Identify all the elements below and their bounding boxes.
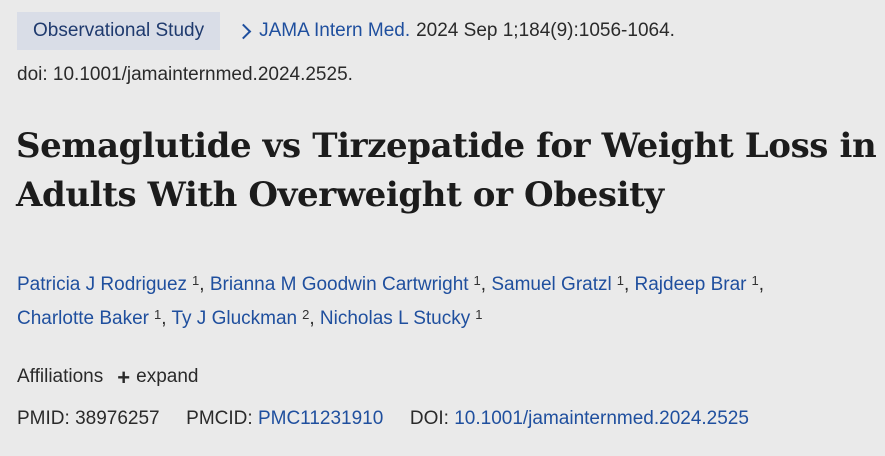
author-separator: ,	[623, 274, 635, 295]
identifiers-row: PMID: 38976257 PMCID: PMC11231910 DOI: 1…	[17, 408, 749, 430]
affiliation-number[interactable]: 2	[302, 307, 310, 322]
pmcid-label: PMCID:	[186, 408, 253, 429]
doi-label: DOI:	[409, 408, 449, 429]
pmid-value: 38976257	[75, 408, 160, 429]
pmcid-link[interactable]: PMC11231910	[257, 408, 384, 429]
page-title: Semaglutide vs Tirzepatide for Weight Lo…	[16, 126, 877, 215]
author-link[interactable]: Nicholas L Stucky	[319, 308, 471, 329]
author-separator: ,	[199, 274, 210, 295]
author-item: Samuel Gratzl 1	[491, 273, 624, 295]
author-item: Nicholas L Stucky 1	[319, 307, 483, 329]
author-link[interactable]: Brianna M Goodwin Cartwright	[209, 274, 469, 295]
affiliation-number[interactable]: 1	[751, 273, 759, 288]
chevron-right-icon	[235, 23, 252, 39]
affiliation-number[interactable]: 1	[616, 273, 624, 288]
author-item: Rajdeep Brar 1	[634, 273, 759, 295]
affiliations-expand-button[interactable]: expand	[136, 366, 199, 387]
affiliation-number[interactable]: 1	[192, 273, 200, 288]
affiliation-number[interactable]: 1	[473, 273, 481, 288]
author-separator: ,	[161, 308, 172, 329]
citation-text: 2024 Sep 1;184(9):1056-1064.	[416, 20, 675, 41]
author-link[interactable]: Ty J Gluckman	[171, 308, 298, 329]
doi-link[interactable]: 10.1001/jamainternmed.2024.2525	[454, 408, 749, 429]
author-separator: ,	[758, 274, 764, 295]
article-type-badge[interactable]: Observational Study	[17, 12, 221, 50]
author-link[interactable]: Samuel Gratzl	[491, 274, 612, 295]
pmid-label: PMID:	[17, 408, 70, 429]
author-separator: ,	[480, 274, 492, 295]
article-meta-row: Observational Study JAMA Intern Med. 202…	[17, 12, 675, 50]
affiliations-label: Affiliations	[17, 366, 104, 387]
author-list: Patricia J Rodriguez 1, Brianna M Goodwin…	[17, 268, 877, 336]
author-separator: ,	[309, 308, 320, 329]
doi-line: doi: 10.1001/jamainternmed.2024.2525.	[17, 64, 353, 85]
affiliation-number[interactable]: 1	[475, 307, 483, 322]
affiliation-number[interactable]: 1	[154, 307, 162, 322]
author-link[interactable]: Patricia J Rodriguez	[17, 274, 188, 295]
author-item: Charlotte Baker 1	[17, 307, 162, 329]
author-item: Ty J Gluckman 2	[171, 307, 310, 329]
author-item: Brianna M Goodwin Cartwright 1	[209, 273, 481, 295]
plus-icon[interactable]: +	[117, 364, 131, 390]
author-link[interactable]: Charlotte Baker	[17, 308, 150, 329]
author-link[interactable]: Rajdeep Brar	[634, 274, 747, 295]
author-item: Patricia J Rodriguez 1	[17, 273, 200, 295]
journal-link[interactable]: JAMA Intern Med.	[259, 20, 411, 41]
affiliations-row: Affiliations + expand	[17, 366, 198, 388]
